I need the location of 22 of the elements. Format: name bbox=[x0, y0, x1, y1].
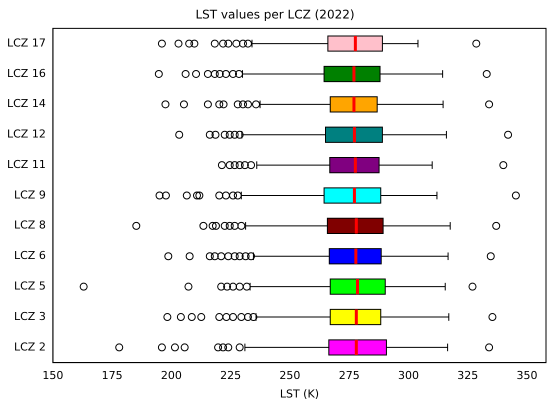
x-axis-title: LST (K) bbox=[280, 387, 319, 400]
x-tick-label: 275 bbox=[338, 369, 360, 382]
y-tick-label: LCZ 9 bbox=[14, 188, 46, 202]
y-tick-label: LCZ 11 bbox=[6, 158, 46, 171]
y-tick-label: LCZ 6 bbox=[14, 249, 46, 262]
x-tick-label: 200 bbox=[160, 369, 182, 382]
x-tick-label: 175 bbox=[102, 369, 123, 382]
y-tick-label: LCZ 12 bbox=[6, 128, 46, 141]
chart-title: LST values per LCZ (2022) bbox=[195, 7, 355, 22]
y-tick-label: LCZ 2 bbox=[14, 340, 46, 354]
y-tick-label: LCZ 17 bbox=[6, 36, 46, 50]
x-tick-label: 325 bbox=[457, 369, 478, 382]
y-tick-label: LCZ 5 bbox=[14, 280, 46, 293]
y-tick-label: LCZ 14 bbox=[6, 97, 46, 110]
x-tick-label: 300 bbox=[398, 369, 419, 382]
x-tick-label: 350 bbox=[516, 369, 538, 382]
x-tick-label: 250 bbox=[279, 369, 300, 382]
y-tick-label: LCZ 8 bbox=[14, 218, 46, 232]
x-tick-label: 150 bbox=[42, 369, 64, 382]
y-tick-label: LCZ 16 bbox=[6, 66, 46, 80]
x-tick-label: 225 bbox=[220, 369, 242, 382]
y-tick-label: LCZ 3 bbox=[14, 310, 46, 323]
